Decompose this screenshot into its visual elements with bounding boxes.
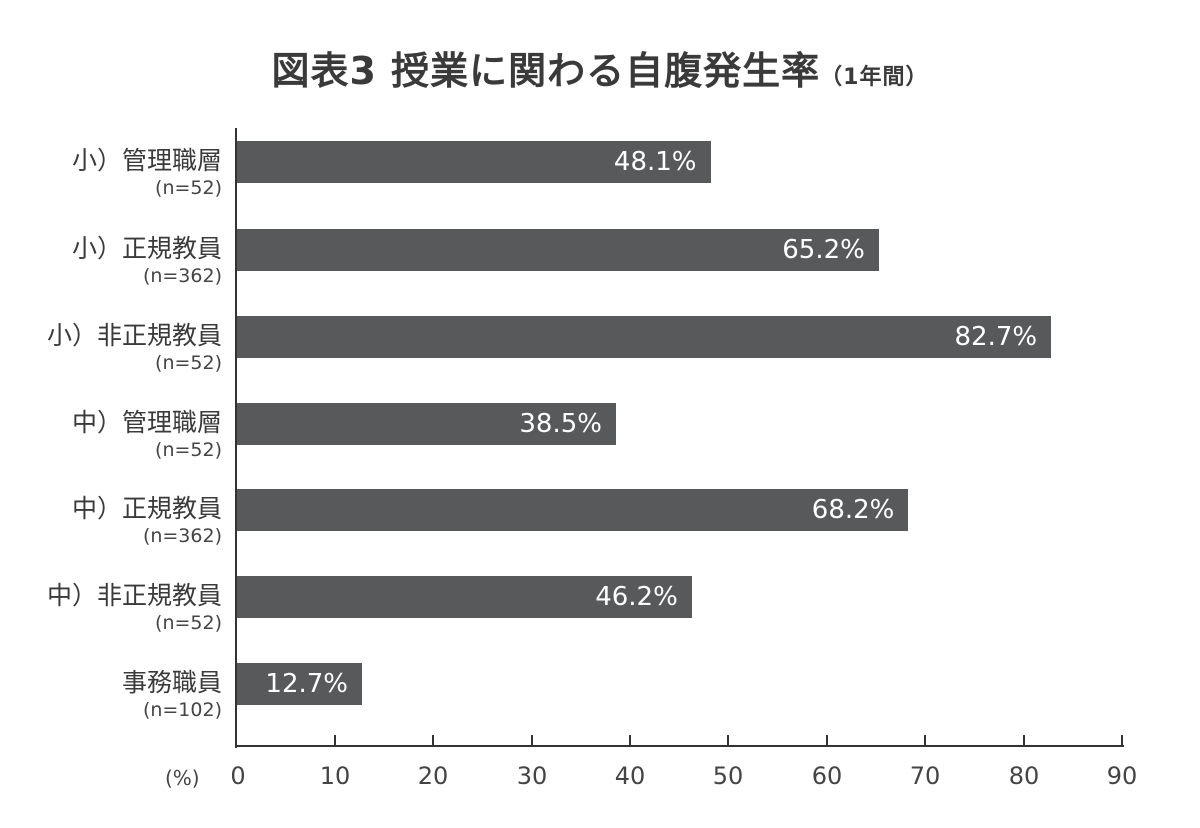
category-label: 中）正規教員 (n=362) [71,494,222,547]
bar-value-label: 48.1% [613,147,697,177]
bar: 38.5% [237,403,616,445]
x-tick-label: 0 [230,762,246,790]
x-tick [334,735,336,746]
bar-value-label: 46.2% [595,582,678,612]
category-label: 中）非正規教員 (n=52) [46,581,222,634]
x-tick [727,735,729,746]
x-tick [1121,735,1123,746]
x-tick [826,735,828,746]
bar: 12.7% [237,663,363,705]
category-label: 事務職員 (n=102) [121,668,222,721]
category-label: 小）正規教員 (n=362) [71,234,222,287]
bar-value-label: 68.2% [811,495,895,525]
bar: 68.2% [237,489,909,531]
x-tick-label: 10 [319,762,351,790]
category-label: 中）管理職層 (n=52) [71,408,222,461]
x-tick [531,735,533,746]
chart-title-main: 図表3 授業に関わる自腹発生率 [271,49,821,93]
x-tick-label: 20 [417,762,449,790]
chart-title: 図表3 授業に関わる自腹発生率（1年間） [0,40,1200,95]
x-tick-label: 90 [1106,762,1138,790]
x-tick-label: 30 [516,762,548,790]
x-tick-label: 50 [712,762,744,790]
bar: 46.2% [237,576,692,618]
x-axis-unit-label: (%) [165,766,200,790]
bar-value-label: 65.2% [782,235,865,265]
y-axis-line [235,128,237,748]
x-tick-label: 40 [614,762,646,790]
bar-value-label: 82.7% [954,322,1038,352]
x-tick-label: 70 [909,762,941,790]
category-label: 小）管理職層 (n=52) [71,146,222,199]
chart-title-sub: （1年間） [820,65,929,90]
bar: 82.7% [237,316,1052,358]
x-tick-label: 80 [1008,762,1040,790]
bar: 48.1% [237,141,711,183]
bar-value-label: 38.5% [519,409,602,439]
x-tick-label: 60 [811,762,843,790]
x-tick [629,735,631,746]
x-tick [432,735,434,746]
category-label: 小）非正規教員 (n=52) [46,321,222,374]
bar-value-label: 12.7% [265,669,349,699]
x-tick [1023,735,1025,746]
x-axis-line [235,745,1124,747]
x-tick [924,735,926,746]
bar: 65.2% [237,229,879,271]
